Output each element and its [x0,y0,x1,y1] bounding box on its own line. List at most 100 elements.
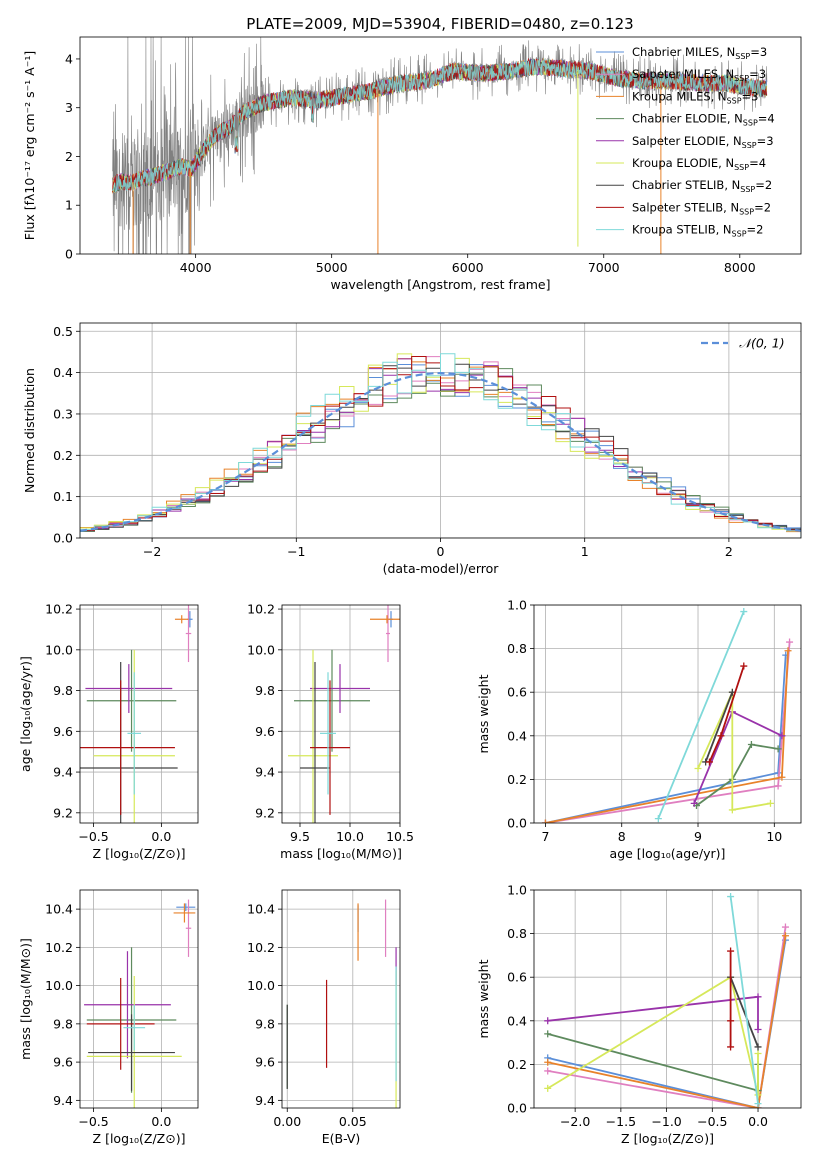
massweight_vs_Z-axes: −2.0 −1.5 −1.0 −0.5 0.0 0.0 0.2 0.4 0.6 0.8 1.0 Z [… [476,883,802,1146]
mass_vs_ebv-y-tick-label: 9.4 [255,1093,275,1108]
massweight_vs_age-y-tick-label: 0.6 [507,685,527,700]
legend-entry: Salpeter ELODIE, NSSP=3 [632,134,774,150]
mass_vs_ebv-y-tick-label: 9.8 [255,1016,275,1031]
mass_vs_ebv-plot-area [282,890,400,1108]
age_vs_Z-frame [79,604,199,824]
age_vs_mass-frame [281,604,401,824]
residuals-y-tick-label: 0.4 [53,365,73,380]
massweight_vs_age-marker [728,806,736,814]
massweight_vs_age-y-axis-label: mass weight [476,674,491,753]
age_vs_mass-x-axis-label: mass [log₁₀(M/M⊙)] [280,846,402,861]
mass_vs_Z-errorbar-point [86,977,155,1070]
age_vs_mass-errorbar-point [386,605,390,663]
massweight_vs_age-series-line [704,691,734,763]
massweight_vs_age-marker [740,608,748,616]
massweight_vs_age-x-axis-label: age [log₁₀(age/yr)] [610,846,726,861]
massweight_vs_age-marker [747,741,755,749]
massweight_vs_Z-y-axis-label: mass weight [476,959,491,1038]
residuals-plot-area [80,323,801,538]
legend-entry: Salpeter STELIB, NSSP=2 [632,200,771,216]
massweight_vs_Z-y-tick-label: 0.4 [507,1013,527,1028]
mass_vs_ebv-x-axis-label: E(B-V) [322,1131,361,1146]
massweight_vs_Z-series-line [547,975,759,1096]
mass_vs_ebv-y-tick-label: 9.6 [255,1055,275,1070]
massweight_vs_age-x-tick-label: 7 [541,829,549,844]
massweight_vs_age-marker [654,815,662,823]
massweight_vs_Z-x-tick-label: −1.0 [651,1114,681,1129]
massweight_vs_age-marker [784,647,792,655]
massweight_vs_age-plot-area [534,605,801,823]
normal-distribution-curve [80,371,801,532]
age_vs_Z-errorbar-point [174,615,189,624]
residuals-y-tick-label: 0.5 [53,324,73,339]
mass_vs_Z-axes: −0.5 0.0 9.4 9.6 9.8 10.0 10.2 10.4 Z [log₁₀(Z/Z… [18,889,199,1146]
massweight_vs_age-marker [717,732,725,740]
age_vs_Z-errorbar-point [85,664,173,713]
legend-entry: Chabrier MILES, NSSP=3 [632,45,767,61]
mass_vs_ebv-axes: 0.00 0.05 9.4 9.6 9.8 10.0 10.2 10.4 E(B-V) [247,889,401,1146]
massweight_vs_Z-y-tick-label: 1.0 [507,883,527,898]
massweight_vs_age-marker [690,799,698,807]
massweight_vs_age-marker [740,662,748,670]
mass_vs_Z-y-tick-label: 10.0 [45,978,73,993]
age_vs_Z-x-axis-label: Z [log₁₀(Z/Z⊙)] [93,846,186,861]
massweight_vs_age-marker [694,765,702,772]
massweight_vs_Z-y-tick-label: 0.2 [507,1057,527,1072]
massweight_vs_age-marker [766,799,774,807]
massweight_vs_age-axes: 7 8 9 10 0.0 0.2 0.4 0.6 0.8 1.0 age [log₁₀(age/yr… [476,598,802,861]
mass_vs_Z-y-tick-label: 9.4 [53,1093,73,1108]
massweight_vs_age-marker [778,732,786,740]
age_vs_Z-errorbar-point [86,649,177,752]
massweight_vs_age-marker [774,782,782,790]
age_vs_Z-y-tick-label: 9.6 [53,724,73,739]
massweight_vs_Z-y-tick-label: 0.0 [507,1101,527,1116]
age_vs_mass-axes: 9.5 10.0 10.5 9.2 9.4 9.6 9.8 10.0 10.2 mass [log… [247,602,414,861]
age_vs_mass-x-tick-label: 9.5 [290,829,310,844]
age_vs_Z-errorbar-point [185,605,192,663]
mass_vs_Z-y-tick-label: 10.2 [45,940,73,955]
massweight_vs_age-marker [786,638,794,646]
mass_vs_ebv-y-tick-label: 10.2 [247,940,275,955]
mass_vs_Z-x-tick-label: −0.5 [78,1114,108,1129]
mass_vs_Z-x-axis-label: Z [log₁₀(Z/Z⊙)] [93,1131,186,1146]
massweight_vs_age-series-line [697,691,771,811]
age_vs_Z-x-tick-label: −0.5 [78,829,108,844]
spectrum-frame [79,36,802,255]
massweight_vs_Z-marker [781,932,789,940]
massweight_vs_age-series-line [695,743,779,807]
spectrum-y-tick-label: 3 [65,100,73,115]
massweight_vs_age-marker [541,819,549,823]
age_vs_Z-y-tick-label: 10.0 [45,642,73,657]
age_vs_mass-errorbar-point [370,615,400,624]
massweight_vs_Z-marker [544,1030,552,1038]
spectrum-x-tick-label: 5000 [316,260,348,275]
spectrum-x-tick-label: 7000 [588,260,620,275]
mass_vs_Z-errorbar-point [123,1004,146,1051]
massweight_vs_Z-series-line [547,926,787,1108]
age_vs_mass-errorbar-point [294,649,370,752]
mass_vs_Z-frame [79,889,199,1109]
residuals-y-tick-label: 0.2 [53,448,73,463]
age_vs_mass-y-tick-label: 9.2 [255,805,275,820]
age_vs_mass-errorbar-point [300,662,330,823]
massweight_vs_Z-marker [781,923,789,931]
mass_vs_ebv-y-tick-label: 10.4 [247,902,275,917]
mass_vs_ebv-frame [281,889,401,1109]
residuals-x-tick-label: 1 [581,544,589,559]
massweight_vs_Z-marker [754,993,762,1001]
mass_vs_Z-errorbar-point [86,976,182,1108]
massweight_vs_Z-marker [754,1100,762,1108]
massweight_vs_Z-x-axis-label: Z [log₁₀(Z/Z⊙)] [621,1131,714,1146]
age_vs_mass-errorbar-point [320,672,336,795]
spectrum-axes: 4000 5000 6000 7000 8000 0 1 2 3 4 wavelength [Ang… [22,36,802,292]
spectrum-x-tick-label: 8000 [724,260,756,275]
mass_vs_ebv-x-tick-label: 0.00 [273,1114,301,1129]
age_vs_mass-y-tick-label: 9.4 [255,765,275,780]
age_vs_Z-y-axis-label: age [log₁₀(age/yr)] [18,656,33,772]
massweight_vs_Z-series-line [547,935,787,1108]
massweight_vs_age-x-tick-label: 8 [618,829,626,844]
age_vs_Z-y-tick-label: 9.2 [53,805,73,820]
age_vs_Z-plot-area [80,605,198,823]
legend-entry: 𝒩(0, 1) [739,336,785,351]
